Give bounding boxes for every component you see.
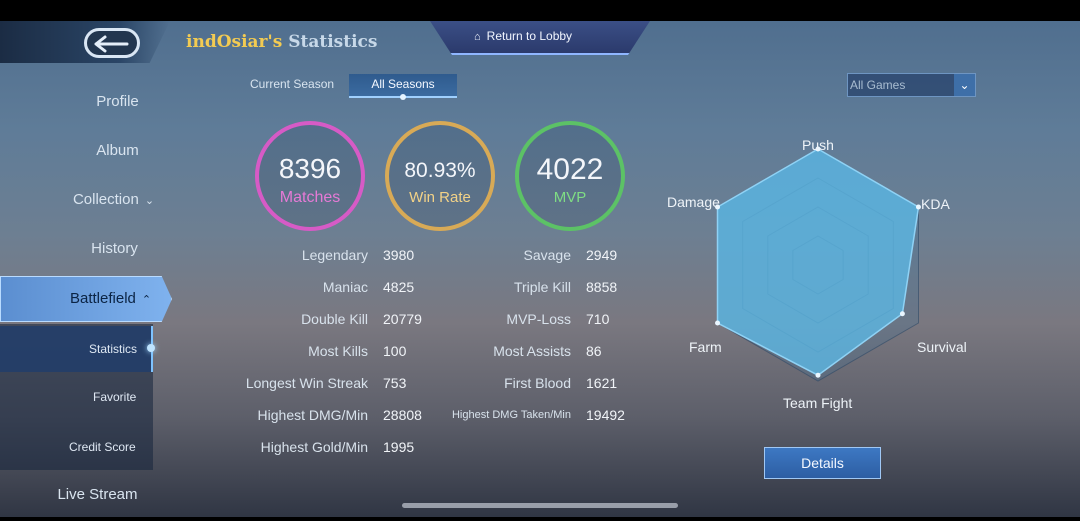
sidebar-item-album[interactable]: Album [96,142,139,159]
radar-point-survival [899,311,905,317]
radar-chart [715,146,921,382]
tab-active-dot [400,94,406,100]
sidebar-subitem-statistics-label[interactable]: Statistics [89,342,138,356]
radar-point-kda [915,204,921,210]
page-title: indOsiar's Statistics [186,32,377,52]
radar-label-kda: KDA [921,196,950,212]
mvp-label: MVP [553,189,587,206]
sidebar-item-collection[interactable]: Collection ⌄ [72,191,155,208]
sidebar-item-battlefield-label[interactable]: Battlefield ⌃ [70,290,152,307]
radar-point-farm [715,320,721,326]
details-button[interactable]: Details [764,447,881,479]
chevron-down-icon[interactable]: ⌄ [954,74,975,96]
winrate-label: Win Rate [409,189,471,206]
matches-label: Matches [279,189,341,206]
home-indicator [402,503,678,508]
sidebar-subitem-favorite[interactable]: Favorite [93,390,137,404]
radar-label-team-fight: Team Fight [783,395,853,411]
radar-points [715,146,921,378]
radar-label-damage: Damage [667,194,720,210]
chevron-up-icon: ⌃ [141,294,152,306]
radar-label-push: Push [802,137,834,153]
radar-label-farm: Farm [689,339,722,355]
mvp-circle: 4022 MVP [515,121,625,231]
game-filter-value: All Games [850,78,906,92]
sidebar-item-history[interactable]: History [91,240,138,257]
back-arrow-icon [94,35,129,53]
radar-shape [716,148,920,377]
return-to-lobby-button[interactable] [430,21,650,55]
radar-point-push [815,146,821,152]
home-icon: ⌂ [474,31,481,43]
sidebar-subitem-statistics[interactable] [0,326,153,372]
return-to-lobby-label[interactable]: ⌂ Return to Lobby [474,29,573,43]
matches-circle: 8396 Matches [255,121,365,231]
sidebar-item-live-stream[interactable]: Live Stream [57,486,138,503]
player-name: indOsiar's [186,32,283,52]
matches-value: 8396 [278,153,342,184]
back-button[interactable] [84,28,140,58]
status-bar [0,0,1080,21]
selected-indicator [147,344,155,352]
radar-label-survival: Survival [917,339,967,355]
title-suffix: Statistics [288,32,378,52]
tab-current-season[interactable]: Current Season [250,77,335,91]
radar-point-team-fight [815,372,821,378]
bottom-bar [0,517,1080,521]
sidebar-subitem-credit-score[interactable]: Credit Score [69,440,136,454]
chevron-down-icon: ⌄ [144,195,155,207]
winrate-circle: 80.93% Win Rate [385,121,495,231]
radar-point-damage [715,204,721,210]
sidebar-item-profile[interactable]: Profile [96,93,139,110]
winrate-value: 80.93% [404,159,476,182]
sidebar-item-battlefield[interactable] [0,276,172,322]
mvp-value: 4022 [536,153,604,186]
